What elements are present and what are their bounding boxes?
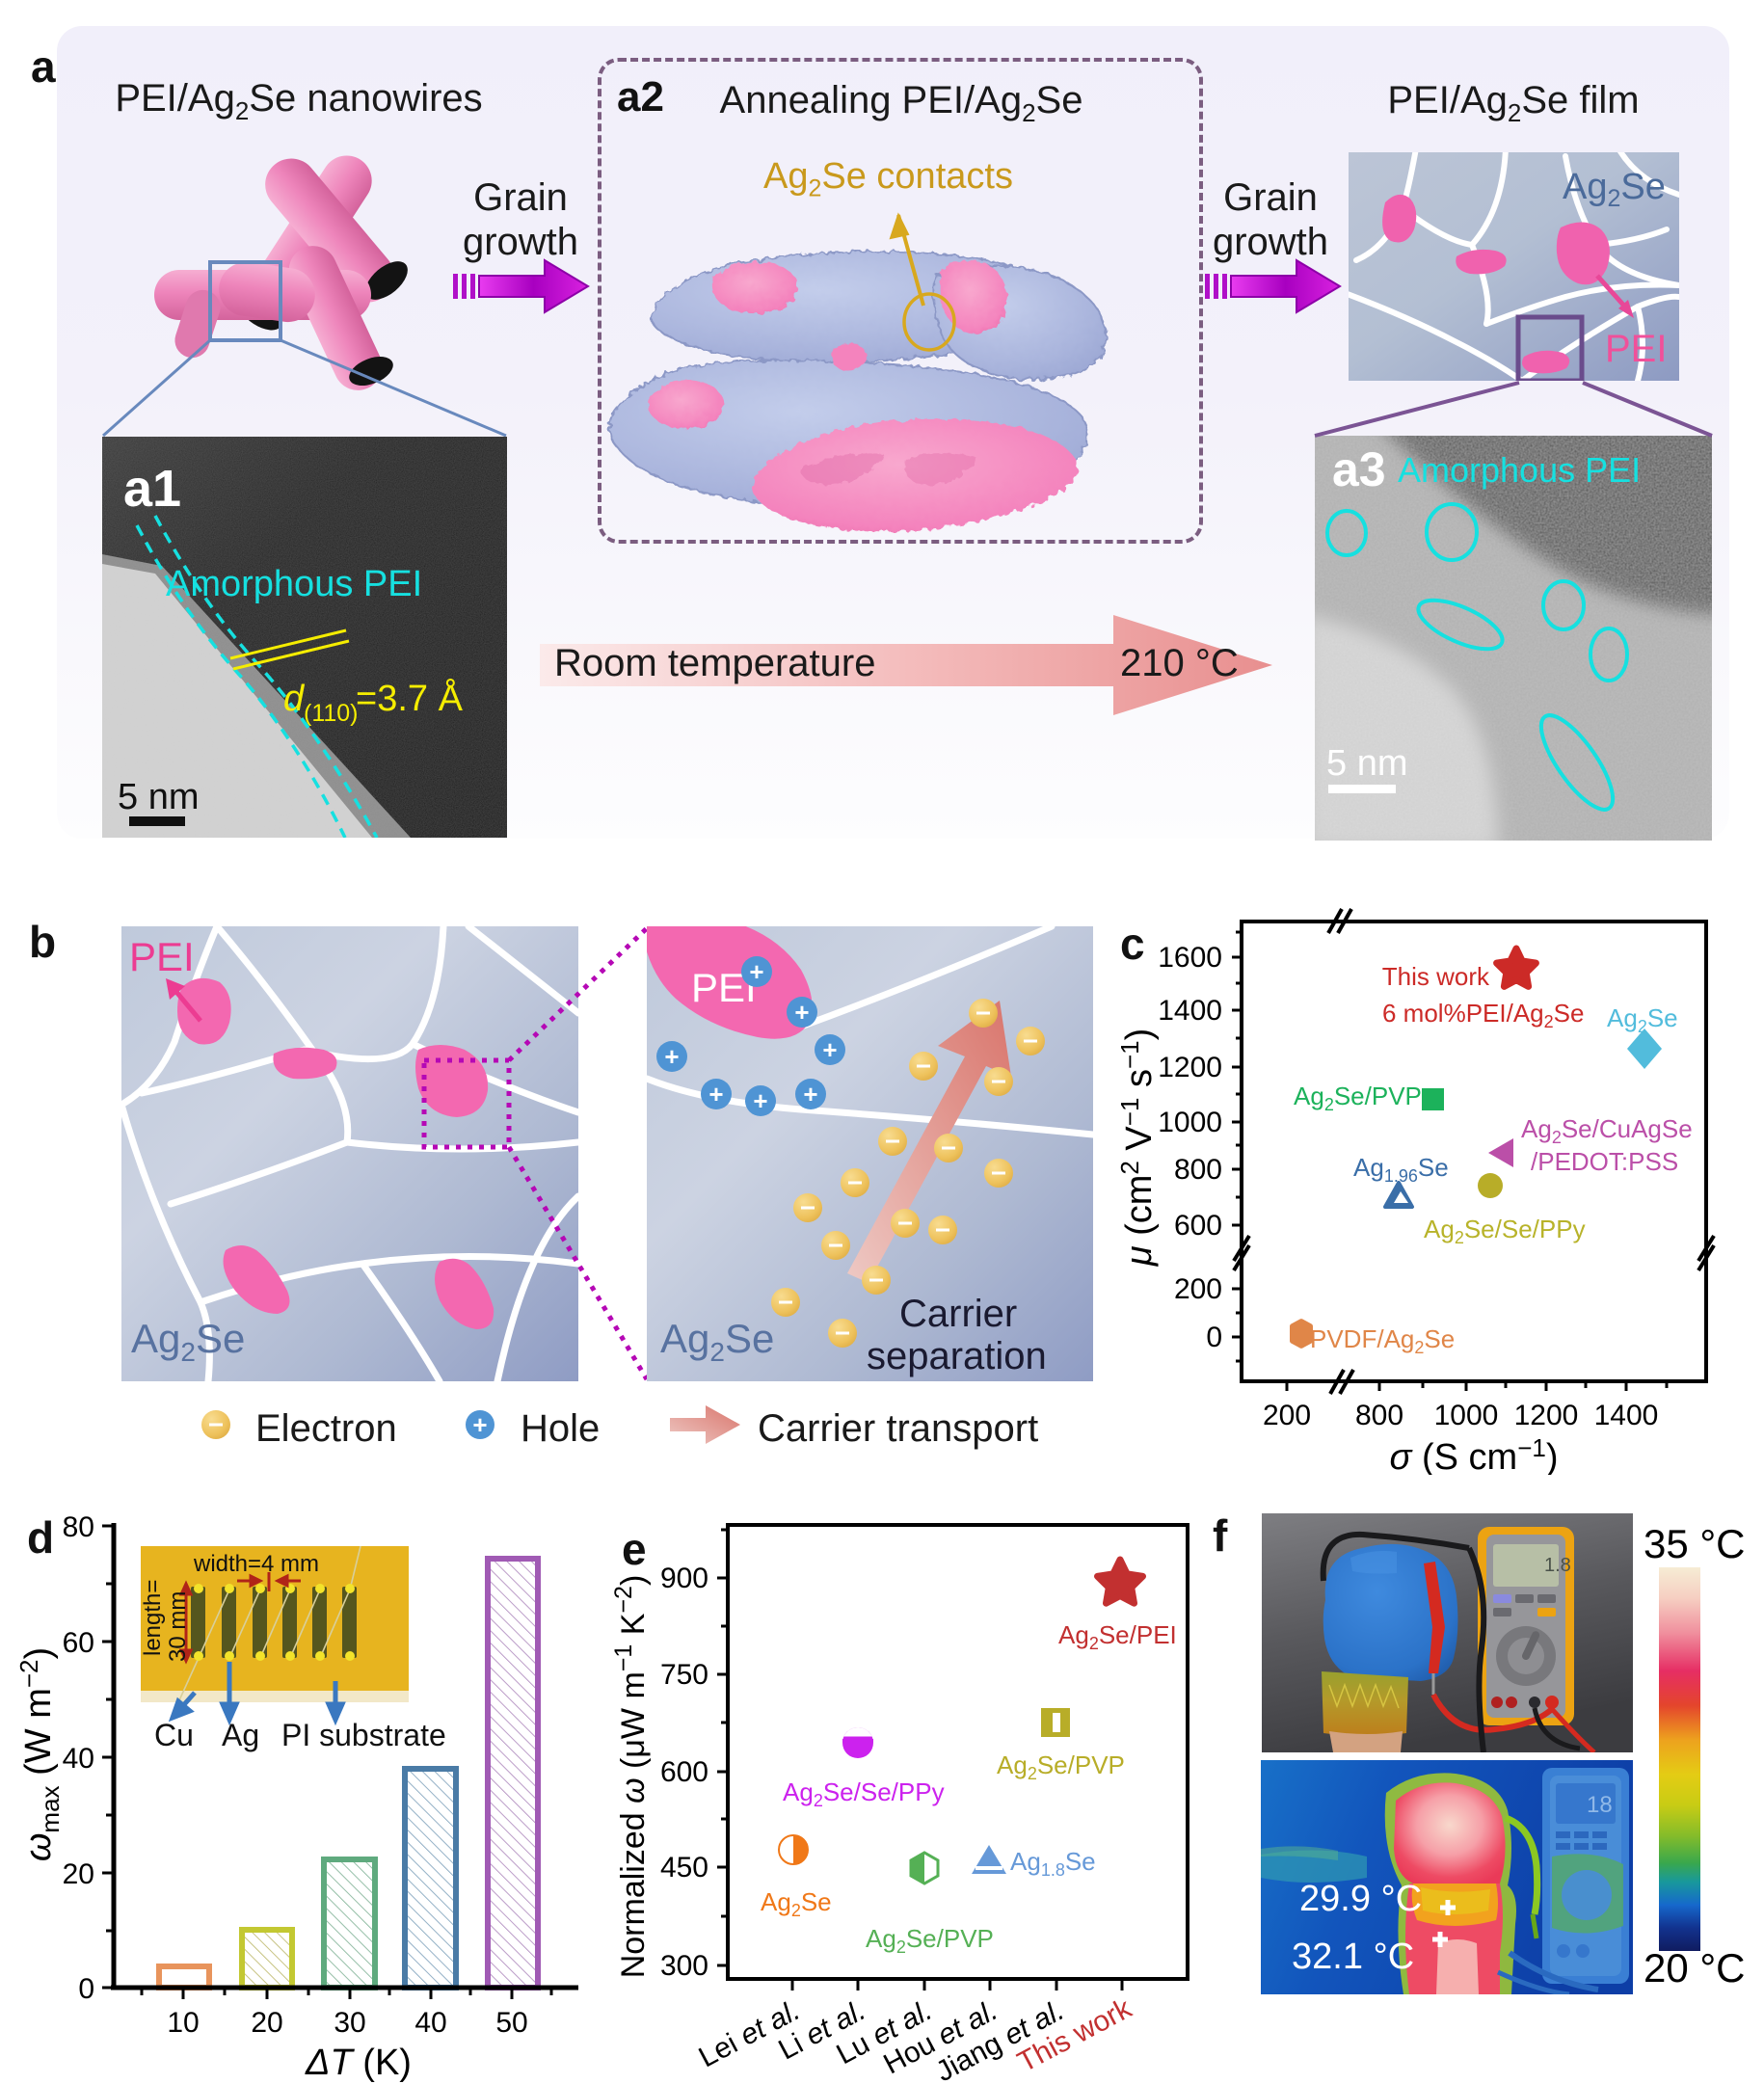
svg-text:Ag2Se: Ag2Se (660, 1316, 774, 1367)
svg-text:a3: a3 (1332, 442, 1386, 496)
svg-text:200: 200 (1263, 1400, 1311, 1431)
svg-text:Ag1.96Se: Ag1.96Se (1353, 1153, 1449, 1186)
svg-text:1400: 1400 (1594, 1400, 1659, 1431)
svg-text:PEI: PEI (129, 934, 195, 979)
svg-text:1000: 1000 (1158, 1107, 1222, 1138)
svg-text:450: 450 (660, 1852, 708, 1884)
svg-text:0: 0 (1206, 1322, 1222, 1353)
svg-text:50: 50 (495, 2007, 527, 2039)
svg-text:18: 18 (1587, 1792, 1613, 1818)
svg-text:ωmax (W m−2): ωmax (W m−2) (14, 1647, 65, 1861)
svg-text:800: 800 (1174, 1154, 1222, 1186)
svg-text:600: 600 (660, 1756, 708, 1788)
svg-text:60: 60 (63, 1627, 94, 1659)
svg-text:σ (S cm−1): σ (S cm−1) (1389, 1433, 1558, 1475)
svg-text:5 nm: 5 nm (1326, 743, 1407, 784)
svg-text:6 mol%PEI/Ag2Se: 6 mol%PEI/Ag2Se (1382, 999, 1584, 1031)
svg-text:Ag2Se/Se/PPy: Ag2Se/Se/PPy (1424, 1215, 1586, 1247)
svg-text:(110): (110) (304, 700, 359, 727)
svg-text:900: 900 (660, 1563, 708, 1594)
svg-text:+: + (822, 1035, 837, 1064)
svg-text:20: 20 (63, 1858, 94, 1890)
svg-text:+: + (664, 1042, 679, 1071)
svg-text:Normalized ω (μW m−1 K−2): Normalized ω (μW m−1 K−2) (610, 1575, 652, 1979)
svg-text:Amorphous PEI: Amorphous PEI (166, 564, 422, 604)
svg-text:d: d (283, 679, 306, 719)
svg-text:Ag2Se: Ag2Se (1607, 1003, 1678, 1036)
svg-text:20: 20 (251, 2007, 282, 2039)
svg-text:0: 0 (78, 1973, 94, 2005)
svg-text:Ag2Se/CuAgSe: Ag2Se/CuAgSe (1521, 1114, 1693, 1147)
svg-text:Carrier: Carrier (899, 1293, 1017, 1335)
svg-text:40: 40 (414, 2007, 446, 2039)
svg-text:length=: length= (141, 1580, 166, 1656)
svg-text:40: 40 (63, 1743, 94, 1775)
svg-text:Ag2Se/Se/PPy: Ag2Se/Se/PPy (783, 1777, 945, 1810)
svg-text:Amorphous PEI: Amorphous PEI (1398, 450, 1641, 490)
svg-text:/PEDOT:PSS: /PEDOT:PSS (1531, 1147, 1678, 1176)
svg-text:750: 750 (660, 1659, 708, 1691)
svg-text:300: 300 (660, 1950, 708, 1982)
svg-text:80: 80 (63, 1511, 94, 1543)
svg-text:Ag2Se: Ag2Se (761, 1887, 832, 1920)
svg-text:+: + (708, 1080, 723, 1109)
svg-text:800: 800 (1355, 1400, 1403, 1431)
svg-text:a1: a1 (123, 460, 181, 518)
svg-text:PVDF/Ag2Se: PVDF/Ag2Se (1310, 1324, 1455, 1357)
svg-text:10: 10 (167, 2007, 199, 2039)
svg-text:30 mm: 30 mm (165, 1591, 191, 1662)
svg-text:width=4 mm: width=4 mm (193, 1551, 319, 1577)
svg-text:5 nm: 5 nm (118, 777, 199, 817)
svg-text:Ag1.8Se: Ag1.8Se (1010, 1847, 1096, 1880)
svg-text:600: 600 (1174, 1210, 1222, 1242)
svg-text:Ag2Se/PVP: Ag2Se/PVP (866, 1924, 994, 1957)
svg-text:1400: 1400 (1158, 995, 1222, 1027)
svg-text:μ (cm2 V−1 s−1): μ (cm2 V−1 s−1) (1115, 1029, 1160, 1268)
svg-text:1000: 1000 (1434, 1400, 1499, 1431)
svg-text:PEI: PEI (1605, 328, 1667, 370)
svg-text:30: 30 (334, 2007, 365, 2039)
svg-text:200: 200 (1174, 1273, 1222, 1305)
svg-text:29.9 °C: 29.9 °C (1299, 1879, 1422, 1919)
svg-text:+: + (749, 957, 763, 986)
svg-text:This work: This work (1382, 962, 1490, 991)
svg-text:+: + (794, 998, 809, 1027)
svg-text:32.1 °C: 32.1 °C (1292, 1937, 1414, 1977)
svg-text:separation: separation (867, 1335, 1047, 1377)
svg-text:1.8: 1.8 (1544, 1555, 1571, 1576)
svg-text:Ag2Se/PVP: Ag2Se/PVP (1294, 1082, 1422, 1114)
svg-text:Ag2Se/PEI: Ag2Se/PEI (1058, 1620, 1177, 1653)
svg-text:+: + (753, 1086, 767, 1115)
svg-text:ΔT (K): ΔT (K) (305, 2043, 412, 2083)
svg-text:1600: 1600 (1158, 942, 1222, 974)
svg-text:=3.7 Å: =3.7 Å (356, 677, 464, 719)
svg-text:1200: 1200 (1158, 1052, 1222, 1083)
svg-text:+: + (472, 1410, 487, 1439)
svg-text:1200: 1200 (1514, 1400, 1579, 1431)
svg-text:+: + (803, 1080, 817, 1109)
svg-text:Ag2Se/PVP: Ag2Se/PVP (997, 1750, 1125, 1783)
